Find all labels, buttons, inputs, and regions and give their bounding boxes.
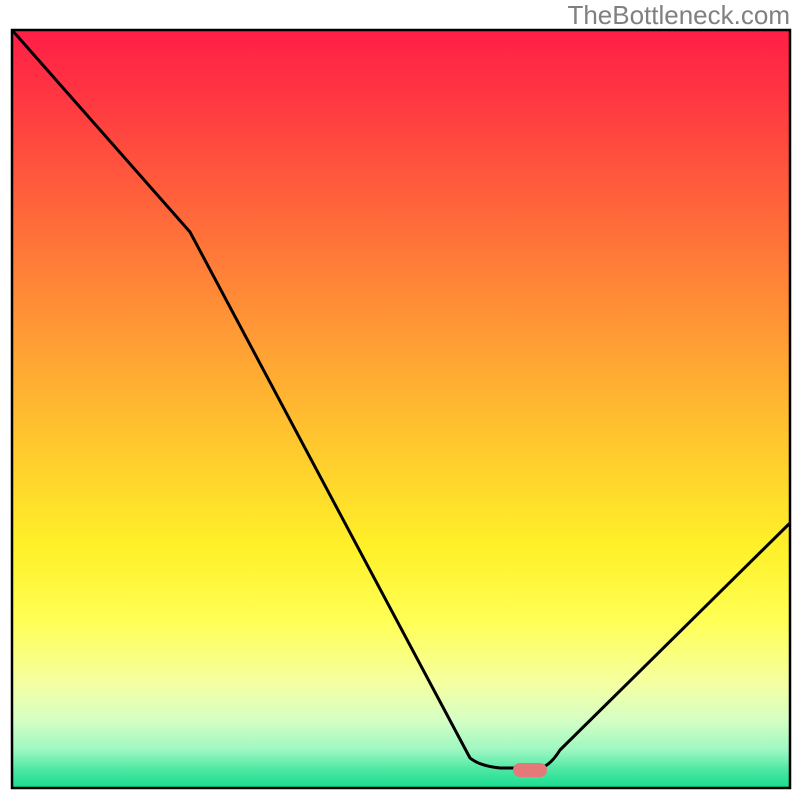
watermark-text: TheBottleneck.com	[567, 0, 790, 31]
plot-background	[12, 30, 790, 788]
bottleneck-chart	[0, 0, 800, 800]
optimal-marker	[513, 763, 547, 777]
